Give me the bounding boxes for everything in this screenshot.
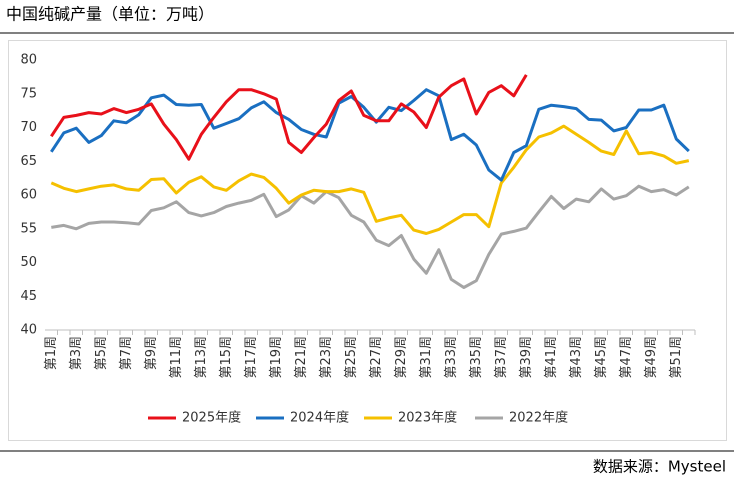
x-tick-label: 第1周 xyxy=(44,336,59,370)
x-tick-label: 第51周 xyxy=(669,336,684,379)
series-line xyxy=(50,124,690,235)
y-tick-label: 50 xyxy=(20,255,37,270)
x-tick-label: 第7周 xyxy=(119,336,134,370)
x-tick-label: 第17周 xyxy=(244,336,259,379)
series-line xyxy=(51,184,690,289)
chart-title: 中国纯碱产量（单位：万吨） xyxy=(6,5,214,24)
x-tick-label: 第11周 xyxy=(169,336,184,379)
series-line xyxy=(50,74,528,161)
y-tick-label: 60 xyxy=(20,188,37,203)
y-tick-label: 65 xyxy=(20,154,37,169)
x-tick-label: 第49周 xyxy=(644,336,659,379)
x-tick-label: 第37周 xyxy=(494,336,509,379)
x-tick-label: 第45周 xyxy=(594,336,609,379)
y-tick-label: 40 xyxy=(20,323,37,338)
x-tick-label: 第35周 xyxy=(469,336,484,379)
x-tick-label: 第13周 xyxy=(194,336,209,379)
legend-label: 2023年度 xyxy=(398,410,457,426)
x-tick-label: 第27周 xyxy=(369,336,384,379)
x-tick-label: 第33周 xyxy=(444,336,459,379)
chart-frame xyxy=(8,40,727,441)
y-tick-label: 55 xyxy=(20,221,37,236)
x-tick-label: 第39周 xyxy=(519,336,534,379)
x-tick-label: 第3周 xyxy=(69,336,84,370)
x-tick-label: 第29周 xyxy=(394,336,409,379)
x-tick-label: 第23周 xyxy=(319,336,334,379)
y-tick-label: 80 xyxy=(20,53,37,68)
x-tick-label: 第43周 xyxy=(569,336,584,379)
y-tick-label: 75 xyxy=(20,86,37,101)
x-tick-label: 第31周 xyxy=(419,336,434,379)
x-tick-label: 第5周 xyxy=(94,336,109,370)
series-line xyxy=(50,88,690,182)
legend-label: 2022年度 xyxy=(509,410,568,426)
x-tick-label: 第9周 xyxy=(144,336,159,370)
legend-label: 2025年度 xyxy=(182,410,241,426)
x-tick-label: 第47周 xyxy=(619,336,634,379)
x-tick-label: 第19周 xyxy=(269,336,284,379)
x-tick-label: 第25周 xyxy=(344,336,359,379)
x-tick-label: 第21周 xyxy=(294,336,309,379)
y-tick-label: 45 xyxy=(20,289,37,304)
legend-label: 2024年度 xyxy=(290,410,349,426)
y-tick-label: 70 xyxy=(20,120,37,135)
x-tick-label: 第15周 xyxy=(219,336,234,379)
source: 数据来源：Mysteel xyxy=(593,458,726,476)
x-tick-label: 第41周 xyxy=(544,336,559,379)
